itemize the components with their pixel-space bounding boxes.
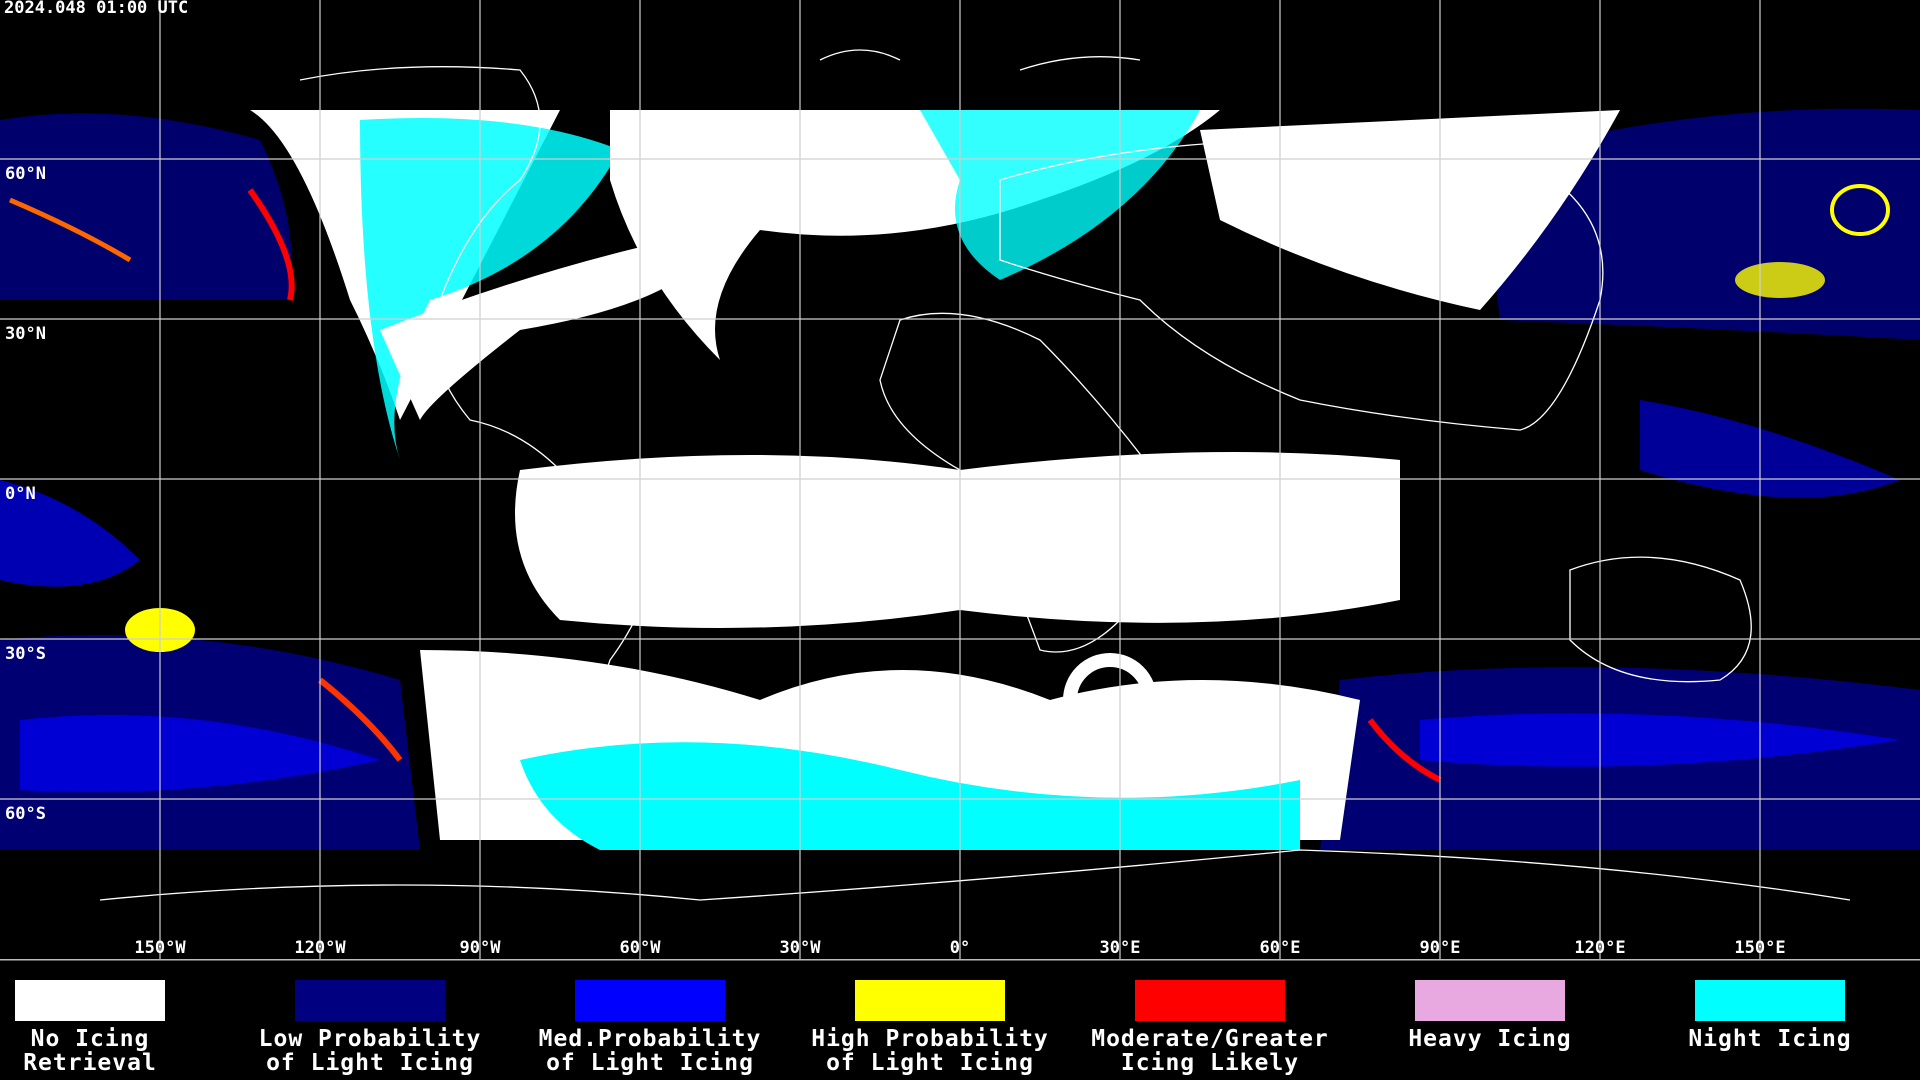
longitude-label: 90°E [1420,938,1461,958]
no-icing-area [380,230,720,420]
coastline [819,49,1141,71]
longitude-label: 90°W [460,938,502,958]
latitude-label: 60°N [5,164,46,184]
longitude-label: 120°E [1574,938,1625,958]
legend-swatch [575,980,725,1021]
longitude-label: 60°E [1260,938,1301,958]
coastline [299,66,661,721]
longitude-label: 60°W [620,938,662,958]
legend-label: Med.Probability [539,1026,762,1052]
map-border [0,959,1920,961]
longitude-label: 30°W [780,938,822,958]
latitude-label: 30°S [5,644,46,664]
legend-label: of Light Icing [546,1050,754,1076]
no-icing-area [1063,653,1157,747]
latitude-label: 60°S [5,804,46,824]
coastline [99,849,1851,901]
legend-swatch [1695,980,1845,1021]
med-icing-area [0,480,140,587]
legend-label: Heavy Icing [1408,1026,1571,1052]
no-icing-area [1200,110,1620,310]
legend-label: Low Probability [259,1026,482,1052]
longitude-label: 120°W [294,938,346,958]
legend-swatch [295,980,445,1021]
night-icing-area [360,118,620,460]
med-icing-area [20,715,380,792]
legend-label: Moderate/Greater [1091,1026,1329,1052]
legend-label: Retrieval [23,1050,157,1076]
moderate-icing-area [318,677,403,762]
high-icing-area [1830,184,1890,236]
legend-label: of Light Icing [826,1050,1034,1076]
low-icing-area [0,113,292,300]
legend-label: Icing Likely [1121,1050,1299,1076]
coastline [999,139,1604,431]
longitude-label: 0° [950,938,970,958]
graticule: 60°N 30°N 0°N 30°S 60°S 150°W 120°W 90°W 60°W 30°… [0,0,1920,959]
night-icing-area [520,742,1300,850]
med-icing-area [1640,400,1900,498]
legend-label: No Icing [31,1026,150,1052]
moderate-icing-area [1367,718,1442,783]
imagery [0,108,1920,850]
longitude-label: 150°W [134,938,186,958]
latitude-label: 30°N [5,324,46,344]
timestamp: 2024.048 01:00 UTC [4,0,188,18]
longitude-label: 30°E [1100,938,1141,958]
longitude-label: 150°E [1734,938,1785,958]
legend-label: of Light Icing [266,1050,474,1076]
latitude-label: 0°N [5,484,36,504]
legend-swatch [855,980,1005,1021]
high-icing-area [1735,262,1825,298]
legend-label: High Probability [811,1026,1049,1052]
no-icing-area [515,452,1400,628]
med-icing-area [1420,713,1900,767]
moderate-icing-area [9,197,132,263]
moderate-icing-area [247,188,295,301]
legend-label: Night Icing [1688,1026,1851,1052]
coastline [1569,556,1752,683]
legend-swatch [1135,980,1285,1021]
legend-swatch [15,980,165,1021]
legend-swatch [1415,980,1565,1021]
